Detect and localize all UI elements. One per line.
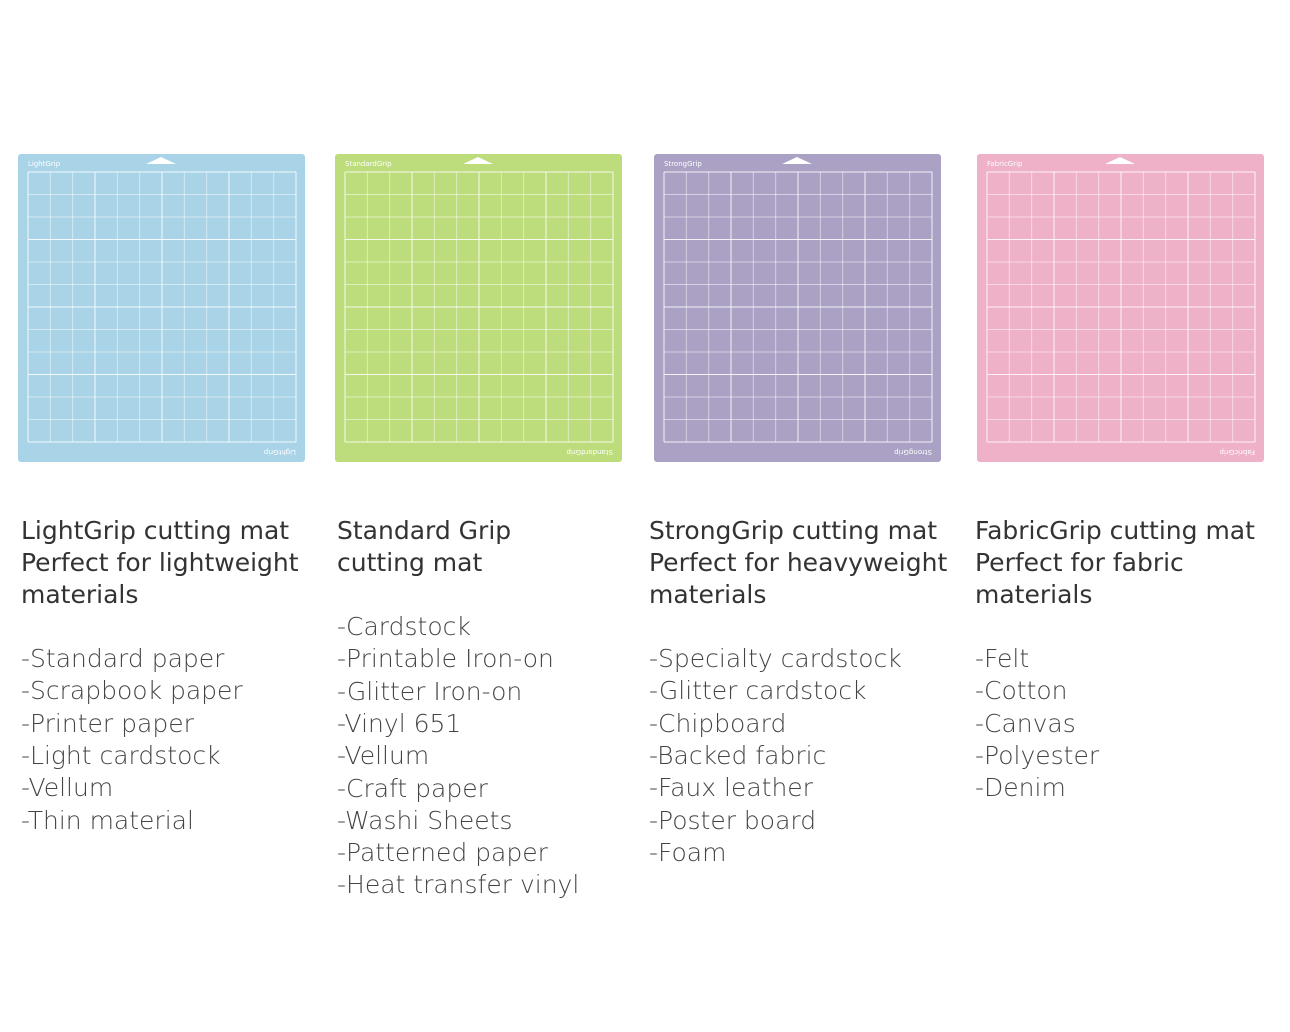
material-item: -Light cardstock — [21, 740, 221, 770]
material-item: -Cardstock — [337, 612, 471, 641]
cutting-mat-image: StandardGrip StandardGrip — [335, 154, 622, 462]
cutting-mat-image: LightGrip LightGrip — [18, 154, 305, 462]
material-item: -Denim — [975, 773, 1066, 803]
material-item: -Poster board — [649, 805, 817, 835]
mat-title-line: materials — [975, 580, 1093, 609]
mat-title-line: Perfect for fabric — [975, 548, 1184, 577]
material-item: -Glitter cardstock — [649, 676, 867, 706]
mat-label-flipped: LightGrip — [263, 448, 296, 456]
material-item: -Chipboard — [649, 708, 787, 738]
material-item: -Printable Iron-on — [337, 644, 554, 674]
mat-notch — [463, 157, 493, 164]
material-item: -Glitter Iron-on — [337, 676, 523, 706]
material-item: -Backed fabric — [649, 740, 827, 770]
material-item: -Vellum — [21, 773, 114, 803]
mat-label: FabricGrip — [987, 160, 1023, 168]
mat-label: LightGrip — [28, 160, 61, 168]
mat-title-line: cutting mat — [337, 548, 483, 577]
material-item: -Thin material — [21, 805, 194, 835]
material-item: -Faux leather — [649, 773, 813, 803]
material-item: -Scrapbook paper — [21, 676, 243, 706]
material-item: -Canvas — [975, 708, 1076, 738]
material-item: -Vellum — [337, 741, 430, 771]
mat-title-line: Perfect for heavyweight — [649, 548, 948, 577]
mat-title-line: LightGrip cutting mat — [21, 516, 290, 545]
mat-title-line: FabricGrip cutting mat — [975, 516, 1255, 545]
material-item: -Washi Sheets — [337, 805, 513, 835]
material-item: -Polyester — [975, 740, 1100, 770]
material-item: -Patterned paper — [337, 838, 548, 868]
cutting-mat-image: FabricGrip FabricGrip — [977, 154, 1264, 462]
mat-title-line: Perfect for lightweight — [21, 548, 299, 577]
cutting-mat-image: StrongGrip StrongGrip — [654, 154, 941, 462]
material-item: -Printer paper — [21, 708, 194, 738]
mat-notch — [146, 157, 176, 164]
mat-label: StandardGrip — [345, 160, 392, 168]
material-item: -Vinyl 651 — [337, 708, 462, 738]
material-item: -Felt — [975, 644, 1030, 673]
material-item: -Heat transfer vinyl — [337, 870, 580, 900]
mat-notch — [782, 157, 812, 164]
mat-label-flipped: StrongGrip — [894, 448, 932, 456]
mat-title-line: Standard Grip — [337, 516, 512, 545]
material-item: -Standard paper — [21, 644, 225, 673]
mat-label: StrongGrip — [664, 160, 702, 168]
mat-title-line: materials — [21, 580, 139, 609]
mat-title-line: materials — [649, 580, 767, 609]
mat-label-flipped: FabricGrip — [1219, 448, 1255, 456]
mat-notch — [1105, 157, 1135, 164]
mat-title-line: StrongGrip cutting mat — [649, 516, 938, 545]
material-item: -Craft paper — [337, 773, 488, 803]
material-item: -Cotton — [975, 676, 1068, 706]
material-item: -Foam — [649, 837, 727, 867]
material-item: -Specialty cardstock — [649, 644, 902, 673]
mat-label-flipped: StandardGrip — [566, 448, 613, 456]
